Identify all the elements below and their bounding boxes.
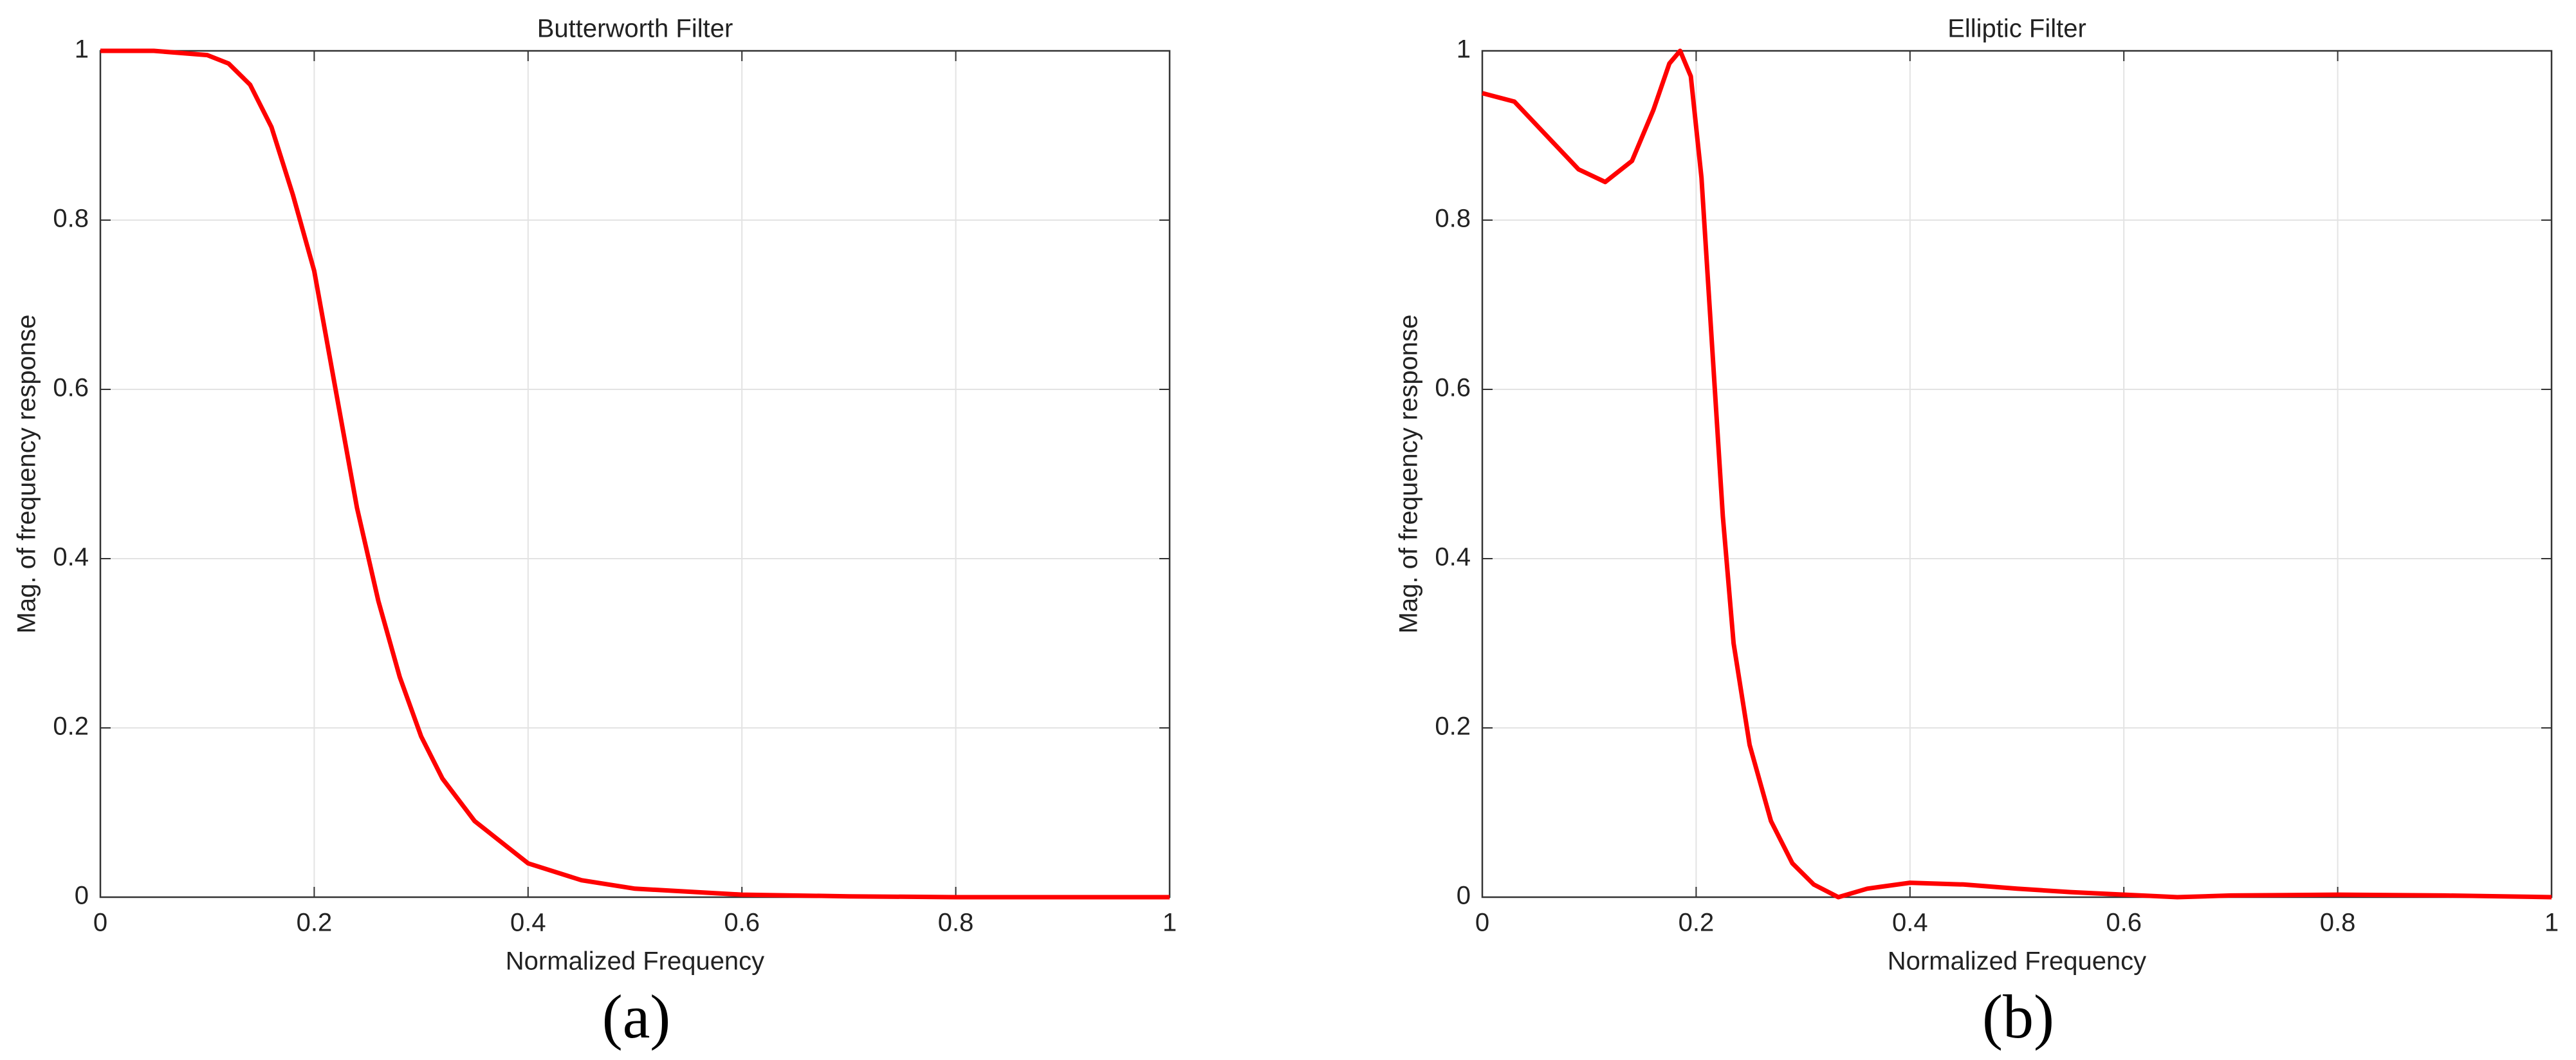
x-axis-label: Normalized Frequency [1888, 947, 2146, 976]
x-tick-label: 0.6 [724, 909, 760, 937]
y-tick-label: 0.8 [1435, 205, 1471, 233]
line [1482, 48, 2552, 900]
axes-box [1481, 50, 2553, 898]
x-axis-label: Normalized Frequency [506, 947, 764, 976]
panel-caption: (b) [1982, 982, 2054, 1051]
y-axis-label: Mag. of frequency response [1395, 315, 1423, 634]
x-tick-label: 0.2 [1679, 909, 1715, 937]
y-tick-label: 1 [1457, 35, 1471, 64]
x-tick-label: 0.4 [1892, 909, 1928, 937]
axes-box [99, 50, 1171, 898]
x-tick-label: 1 [1163, 909, 1177, 937]
line [100, 48, 1170, 900]
x-tick-label: 0.4 [510, 909, 546, 937]
panel-caption: (a) [602, 982, 671, 1051]
y-tick-label: 0 [1457, 882, 1471, 910]
y-tick-label: 0.4 [53, 543, 89, 572]
x-tick-label: 0 [1475, 909, 1489, 937]
y-tick-label: 0.6 [53, 374, 89, 402]
x-tick-label: 0.2 [297, 909, 333, 937]
x-tick-label: 1 [2544, 909, 2559, 937]
chart-title: Butterworth Filter [537, 15, 733, 43]
x-tick-label: 0 [93, 909, 107, 937]
x-tick-label: 0.8 [2320, 909, 2356, 937]
x-tick-label: 0.8 [938, 909, 974, 937]
x-tick-label: 0.6 [2106, 909, 2142, 937]
y-tick-label: 0 [75, 882, 89, 910]
y-tick-label: 0.2 [1435, 712, 1471, 741]
y-tick-label: 0.8 [53, 205, 89, 233]
chart-title: Elliptic Filter [1947, 15, 2086, 43]
y-tick-label: 1 [75, 35, 89, 64]
y-tick-label: 0.4 [1435, 543, 1471, 572]
y-tick-label: 0.6 [1435, 374, 1471, 402]
y-tick-label: 0.2 [53, 712, 89, 741]
y-axis-label: Mag. of frequency response [13, 315, 41, 634]
